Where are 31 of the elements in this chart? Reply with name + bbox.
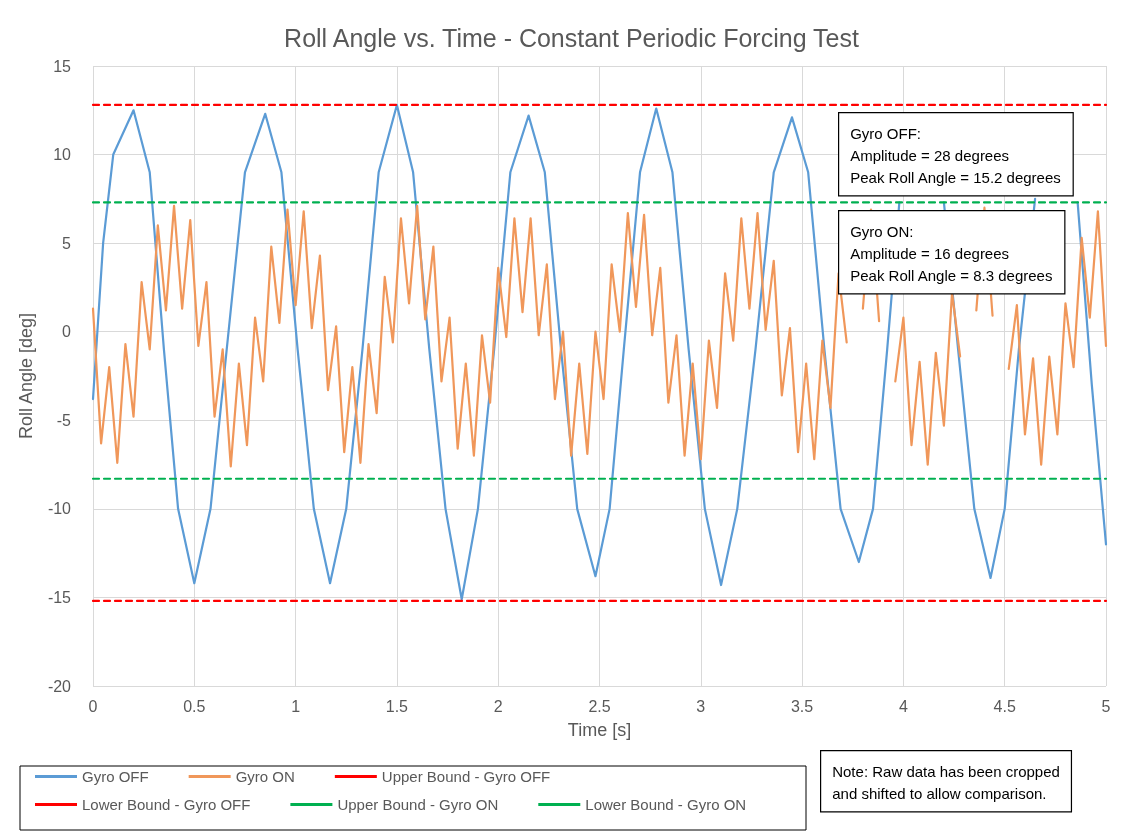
x-tick-label: 2.5 — [588, 697, 611, 715]
legend-label: Gyro OFF — [82, 768, 149, 785]
y-tick-label: 5 — [62, 234, 72, 252]
legend-label: Gyro ON — [235, 768, 295, 785]
x-tick-label: 1.5 — [385, 697, 409, 715]
x-tick-label: 5 — [1101, 697, 1111, 715]
annotation: Gyro OFF: Amplitude = 28 degrees Peak Roll Angle = 15.2 degrees — [850, 124, 1061, 186]
x-tick-label: 3.5 — [790, 697, 814, 715]
x-axis-title: Time [s] — [567, 720, 632, 740]
y-tick-label: 15 — [53, 57, 72, 75]
x-tick-label: 1 — [291, 697, 301, 715]
x-tick-label: 4 — [898, 697, 908, 715]
legend-label: Upper Bound - Gyro ON — [337, 796, 499, 813]
y-tick-label: 0 — [62, 323, 72, 341]
y-axis-title: Roll Angle [deg] — [16, 312, 36, 440]
legend-label: Upper Bound - Gyro OFF — [381, 768, 551, 785]
legend-label: Lower Bound - Gyro OFF — [82, 796, 251, 813]
x-tick-label: 0 — [88, 697, 98, 715]
annotation: Gyro ON: Amplitude = 16 degrees Peak Roll Angle = 8.3 degrees — [850, 222, 1053, 284]
x-tick-label: 0.5 — [183, 697, 206, 715]
x-tick-label: 2 — [493, 697, 503, 715]
legend-label: Lower Bound - Gyro ON — [585, 796, 747, 813]
y-tick-label: -20 — [47, 677, 72, 695]
x-tick-label: 3 — [696, 697, 706, 715]
y-tick-label: -5 — [56, 411, 72, 429]
y-tick-label: -10 — [47, 500, 72, 518]
x-tick-label: 4.5 — [993, 697, 1016, 715]
y-tick-label: -15 — [47, 588, 72, 606]
text: Note: Raw data has been cropped and shifted to allow comparison. — [832, 762, 1060, 802]
chart-title: Roll Angle vs. Time - Constant Periodic Forcing Test — [284, 23, 859, 52]
y-tick-label: 10 — [53, 146, 72, 164]
